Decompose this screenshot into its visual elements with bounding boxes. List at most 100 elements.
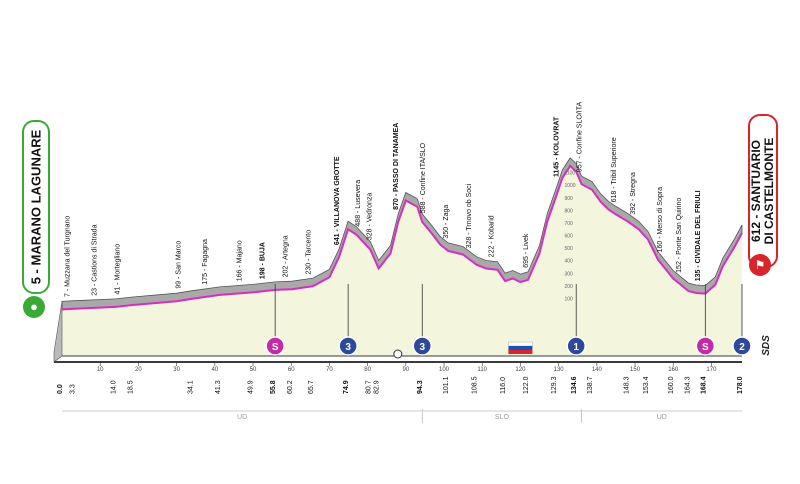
km-label: 108.5 (471, 376, 478, 394)
km-label: 178.0 (737, 376, 744, 394)
scale-tick-label: 100 (439, 367, 450, 373)
y-tick-label: 100 (564, 296, 573, 302)
place-label: 392 - Stregna (630, 172, 637, 215)
marker-label: S (702, 342, 709, 353)
start-altitude: 5 (28, 277, 44, 285)
km-label: 65.7 (308, 380, 315, 394)
y-tick-label: 400 (564, 259, 573, 265)
marker-label: 3 (345, 342, 351, 353)
y-tick-label: 900 (564, 196, 573, 202)
place-label: 99 - San Marco (175, 241, 182, 289)
marker-label: 1 (573, 342, 579, 353)
place-label: 328 - Trnovo ob Soci (466, 183, 473, 248)
finish-flag-icon: ⚑ (749, 254, 771, 276)
y-tick-label: 300 (564, 271, 573, 277)
km-label: 138.7 (587, 376, 594, 394)
place-label: 41 - Mortegliano (114, 244, 121, 295)
scale-tick-label: 70 (326, 367, 333, 373)
y-tick-label: 1100 (564, 171, 575, 177)
km-label: 82.9 (374, 380, 381, 394)
sponsor-mark: SDS (760, 335, 772, 356)
place-label: 175 - Fagagna (202, 239, 209, 285)
km-label: 41.3 (215, 380, 222, 394)
start-badge: 5 - MARANO LAGUNARE (22, 120, 50, 294)
km-label: 122.0 (523, 376, 530, 394)
place-label: 350 - Zaga (443, 205, 450, 239)
slovenia-flag-stripe-blue (508, 346, 533, 350)
sprint-marker-icon (695, 336, 716, 356)
km-label: 14.0 (110, 380, 117, 394)
km-label: 94.3 (417, 380, 424, 394)
km-label: 129.3 (551, 376, 558, 394)
finish-badge: 612 - SANTUARIO DI CASTELMONTE (748, 114, 778, 268)
climb-category-icon (412, 336, 432, 356)
y-tick-label: 600 (564, 234, 573, 240)
place-label: 166 - Majano (237, 240, 244, 281)
camera-icon (393, 349, 403, 359)
region-label: UD (657, 414, 667, 421)
scale-tick-label: 140 (592, 367, 603, 373)
km-label: 164.3 (685, 376, 692, 394)
place-label: 957 - Confine SLO/ITA (577, 102, 584, 173)
place-label: 618 - Tribil Superiore (611, 137, 618, 202)
marker-label: 3 (419, 342, 425, 353)
place-label: 870 - PASSO DI TANAMEA (393, 123, 400, 210)
place-label: 230 - Tarcento (305, 230, 312, 275)
scale-tick-label: 20 (135, 367, 142, 373)
km-label: 0.0 (57, 384, 64, 394)
y-tick-label: 1000 (564, 183, 575, 189)
scale-tick-label: 130 (554, 367, 565, 373)
place-label: 588 - Confine ITA/SLO (420, 142, 427, 213)
scale-tick-label: 170 (706, 367, 717, 373)
scale-tick-label: 10 (97, 367, 104, 373)
climb-category-icon (732, 336, 752, 356)
y-tick-label: 500 (564, 246, 573, 252)
region-label: UD (237, 414, 247, 421)
place-label: 7 - Muzzana del Turgnano (65, 216, 72, 297)
place-label: 695 - Livek (523, 233, 530, 268)
scale-tick-label: 110 (477, 367, 487, 373)
place-label: 198 - BUJA (259, 242, 266, 279)
scale-tick-label: 40 (211, 367, 218, 373)
scale-tick-label: 30 (173, 367, 180, 373)
place-label: 160 - Merso di Sopra (657, 187, 664, 252)
y-tick-label: 700 (564, 221, 573, 227)
scale-tick-label: 80 (364, 367, 371, 373)
place-label: 488 - Lusevera (355, 180, 362, 227)
km-label: 168.4 (700, 376, 707, 394)
km-label: 60.2 (287, 380, 294, 394)
finish-name-line1: SANTUARIO (749, 139, 763, 212)
place-label: 328 - Vedronza (366, 193, 373, 241)
marker-label: S (272, 342, 279, 353)
km-label: 18.5 (128, 380, 135, 394)
scale-tick-label: 90 (402, 367, 409, 373)
place-label: 641 - VILLANOVA GROTTE (334, 156, 341, 245)
km-label: 134.6 (571, 376, 578, 394)
km-label: 80.7 (365, 380, 372, 394)
slovenia-flag-icon (508, 341, 533, 347)
bicycle-icon: ● (23, 296, 45, 318)
place-label: 222 - Kobarid (489, 215, 496, 257)
place-label: 202 - Artegna (282, 235, 289, 277)
km-label: 116.0 (500, 377, 507, 394)
profile-side-face (53, 301, 63, 363)
road-line (61, 164, 743, 311)
place-label: 23 - Castions di Strada (91, 224, 98, 295)
y-tick-label: 800 (564, 208, 573, 214)
place-label: 135 - CIVIDALE DEL FRIULI (695, 190, 702, 281)
km-label: 3.3 (70, 384, 77, 394)
y-tick-label: 200 (564, 284, 573, 290)
scale-tick-label: 150 (630, 367, 641, 373)
place-label: 152 - Ponte San Quirino (676, 198, 683, 273)
marker-label: 2 (739, 342, 745, 353)
finish-name-line2: DI CASTELMONTE (762, 137, 776, 245)
profile-area (62, 165, 742, 356)
climb-category-icon (338, 336, 358, 356)
km-label: 160.0 (668, 376, 675, 394)
scale-tick-label: 120 (515, 367, 526, 373)
km-label: 49.9 (248, 380, 255, 394)
start-name: MARANO LAGUNARE (28, 129, 44, 266)
scale-tick-label: 60 (288, 367, 295, 373)
